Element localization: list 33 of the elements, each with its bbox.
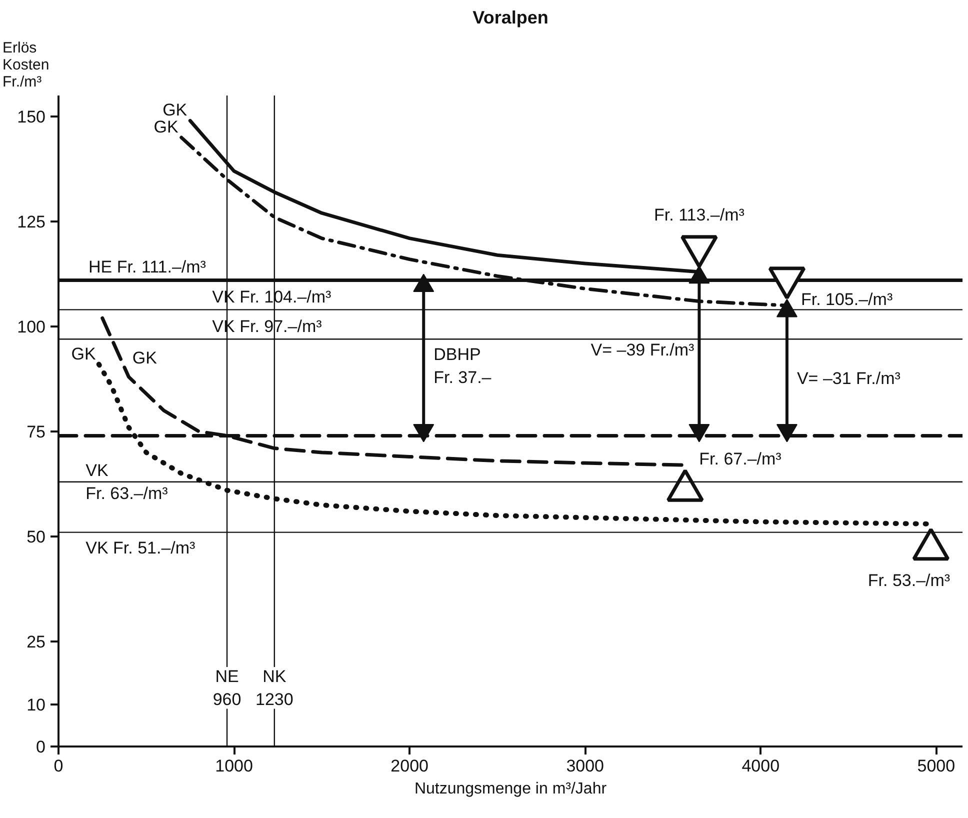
x-axis-title: Nutzungsmenge in m³/Jahr (414, 780, 608, 798)
series-label: GK (162, 100, 188, 120)
series-label: HE Fr. 111.–/m³ (88, 257, 206, 276)
series-label: V= –39 Fr./m³ (590, 340, 695, 360)
y-tick-label: 75 (26, 422, 46, 442)
y-tick-label: 50 (26, 528, 46, 546)
annotation: Fr. 113.–/m³ (654, 206, 745, 225)
y-tick-label: 100 (17, 318, 46, 336)
ref-line-label: NE 960 (212, 667, 242, 709)
y-tick-label: 0 (36, 738, 46, 756)
ref-line-label: NK 1230 (256, 667, 294, 709)
y-tick-label: 10 (26, 696, 46, 714)
x-tick-label: 0 (54, 756, 64, 776)
series-label: DBHP Fr. 37.– (434, 345, 492, 387)
x-tick-label: 1000 (215, 756, 253, 776)
x-tick-label: 4000 (742, 756, 780, 776)
x-tick-label: 5000 (917, 756, 956, 776)
y-tick-label: 25 (26, 632, 46, 652)
annotation: Fr. 53.–/m³ (868, 571, 950, 590)
legend-label: VK Fr. 51.–/m³ (86, 538, 196, 558)
x-tick-label: 3000 (566, 756, 604, 776)
y-tick-label: 150 (17, 108, 46, 126)
series-label: GK (71, 344, 97, 364)
annotation: Fr. 67.–/m³ (699, 450, 782, 469)
annotation: Fr. 105.–/m³ (800, 290, 893, 309)
y-tick-label: 125 (17, 212, 46, 232)
series-label: GK (132, 348, 158, 368)
chart-title: Voralpen (472, 8, 548, 28)
series-label: V= –31 Fr./m³ (796, 369, 901, 388)
x-tick-label: 2000 (390, 756, 428, 776)
y-axis-title: Erlös Kosten Fr./m³ (2, 40, 50, 90)
ref-line-label: VK Fr. 63.–/m³ (86, 461, 168, 503)
series-label: GK (154, 118, 180, 136)
